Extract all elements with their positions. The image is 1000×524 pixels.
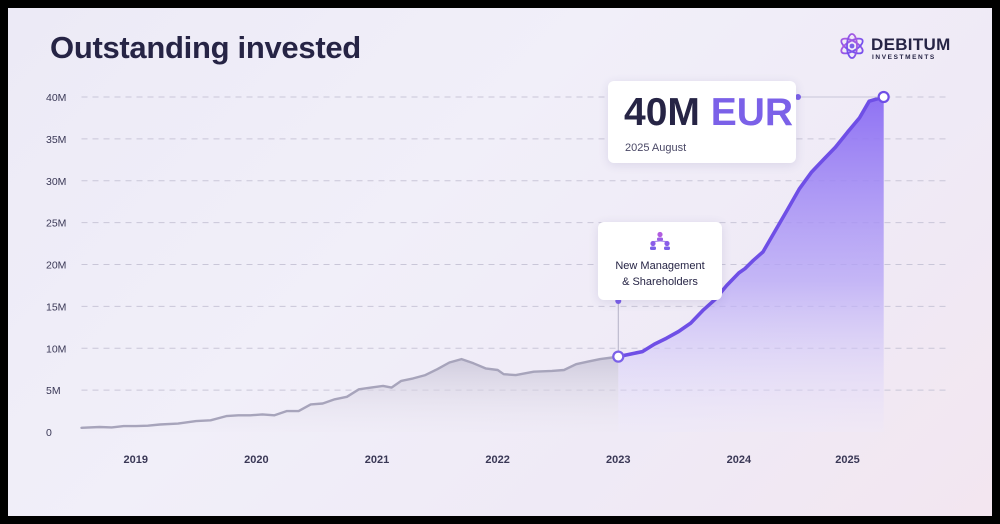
x-tick-label: 2021 <box>365 454 389 466</box>
series-line-purple <box>616 95 886 359</box>
event-label-line1: New Management <box>615 260 705 272</box>
x-tick-label: 2022 <box>485 454 509 466</box>
y-tick-label: 25M <box>46 218 66 230</box>
x-tick-label: 2023 <box>606 454 630 466</box>
y-tick-label: 0 <box>46 427 52 439</box>
brand-subtitle: INVESTMENTS <box>872 54 936 61</box>
current-value: 40M EUR <box>624 91 793 135</box>
x-tick-label: 2025 <box>835 454 859 466</box>
page-title: Outstanding invested <box>50 30 361 65</box>
event-label-line2: & Shareholders <box>622 276 698 288</box>
brand-logo: DEBITUM INVESTMENTS <box>838 32 968 62</box>
end-anchor-dot <box>795 94 801 100</box>
atom-icon <box>840 33 864 59</box>
current-value-date: 2025 August <box>625 142 687 154</box>
end-point-marker <box>877 90 890 104</box>
current-value-callout: 40M EUR 2025 August <box>608 81 796 163</box>
current-value-unit: EUR <box>710 91 794 134</box>
brand-name: DEBITUM <box>871 35 951 54</box>
y-tick-label: 40M <box>46 92 66 104</box>
event-callout: New Management & Shareholders <box>598 222 722 300</box>
chart-card: Outstanding invested DEBITUM INVESTMENTS… <box>8 8 992 516</box>
y-tick-label: 5M <box>46 385 61 397</box>
event-label: New Management & Shareholders <box>598 258 722 290</box>
series-line-grey <box>80 355 620 429</box>
y-tick-label: 20M <box>46 260 66 272</box>
area-fill-grey <box>81 356 619 432</box>
x-tick-label: 2019 <box>124 454 148 466</box>
y-tick-label: 15M <box>46 301 66 313</box>
current-value-number: 40M <box>624 91 700 134</box>
event-point-marker <box>612 350 625 363</box>
y-tick-label: 35M <box>46 134 66 146</box>
x-tick-label: 2020 <box>244 454 268 466</box>
y-tick-label: 10M <box>46 343 66 355</box>
x-tick-label: 2024 <box>727 454 752 466</box>
people-network-icon <box>650 231 670 250</box>
area-chart: 0 5M 10M 15M 20M 25M 30M 35M 40M 2019 2020 2021 2022… <box>46 90 950 466</box>
y-tick-label: 30M <box>46 176 66 188</box>
